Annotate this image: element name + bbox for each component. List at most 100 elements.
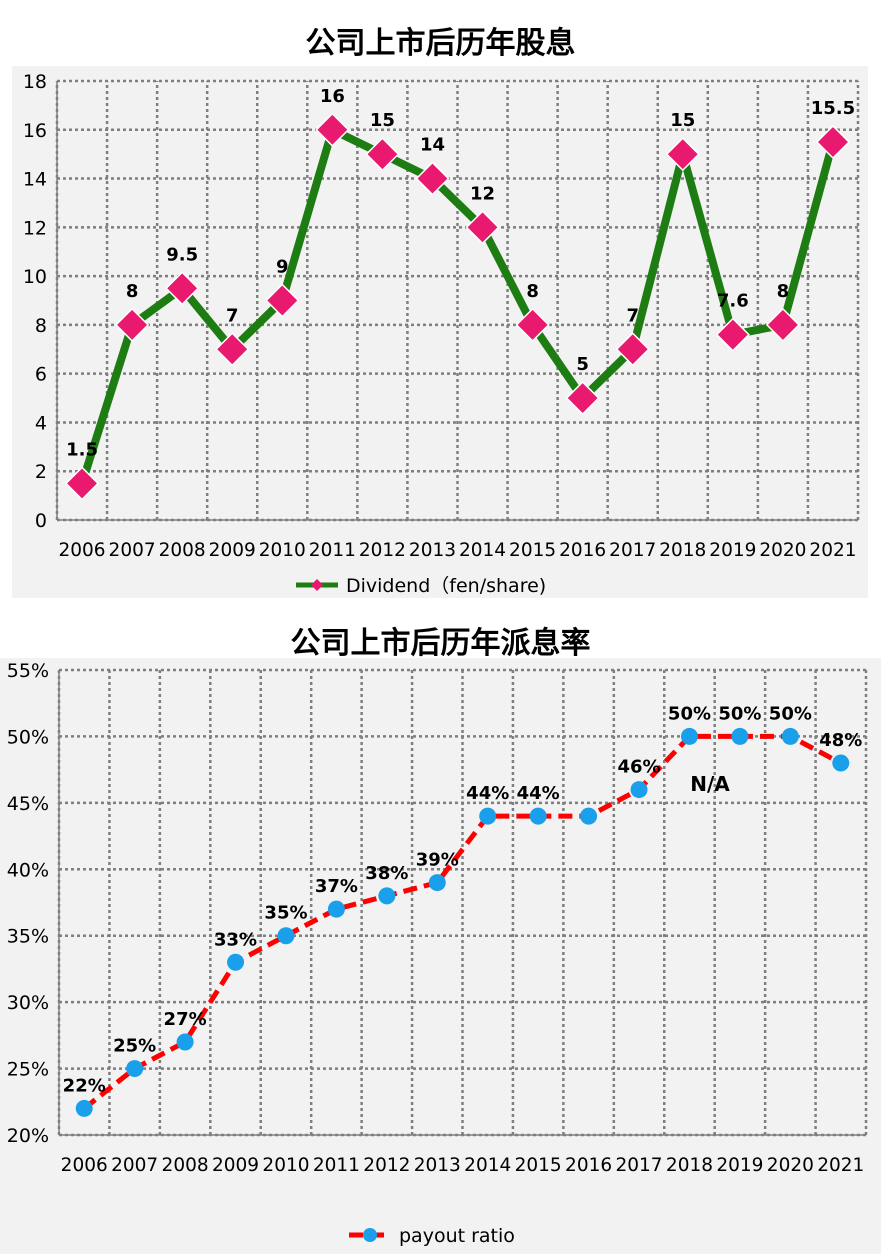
x-tick-label: 2011: [313, 1155, 360, 1176]
data-point-marker: [715, 317, 750, 352]
data-label: 35%: [264, 903, 307, 924]
data-label: 38%: [365, 863, 408, 884]
data-point-marker: [765, 307, 800, 342]
x-tick-label: 2011: [309, 540, 356, 561]
x-tick-label: 2021: [809, 540, 856, 561]
data-label: 14: [420, 135, 445, 156]
series-line: [78, 125, 837, 485]
y-tick-label: 30%: [7, 992, 49, 1014]
x-tick-label: 2017: [615, 1155, 662, 1176]
payout-ratio-chart: 20% 25% 30% 35% 40% 45% 50% 55% 2006 2007 2008 2009…: [0, 658, 881, 1254]
data-label: 16: [320, 86, 345, 107]
x-tick-label: 2016: [559, 540, 606, 561]
legend-label: Dividend（fen/share): [346, 575, 546, 597]
chart-title-payout-ratio: 公司上市后历年派息率: [290, 626, 591, 661]
chart-title-dividend: 公司上市后历年股息: [305, 26, 576, 61]
y-tick-label: 25%: [7, 1059, 49, 1081]
y-tick-label: 12: [23, 217, 47, 239]
y-tick-label: 2: [35, 461, 47, 483]
x-tick-label: 2014: [464, 1155, 511, 1176]
data-label: 33%: [214, 929, 257, 950]
x-tick-label: 2012: [359, 540, 406, 561]
data-point-marker: [378, 887, 396, 905]
data-point-marker: [815, 124, 851, 160]
annotation-text: N/A: [690, 772, 730, 796]
x-tick-label: 2020: [759, 540, 806, 561]
y-tick-label: 0: [35, 510, 47, 532]
data-point-marker: [126, 1060, 144, 1078]
data-point-marker: [781, 727, 799, 745]
data-label: 8: [126, 281, 139, 302]
data-label: 50%: [769, 703, 812, 724]
data-label: 44%: [466, 783, 509, 804]
data-label: 27%: [164, 1009, 207, 1030]
data-label: 8: [777, 281, 790, 302]
data-point-marker: [529, 807, 547, 825]
data-point-marker: [515, 307, 550, 342]
data-label: 7: [626, 305, 639, 326]
x-tick-label: 2013: [414, 1155, 461, 1176]
x-tick-label: 2020: [767, 1155, 814, 1176]
chart-background: [0, 658, 881, 1254]
data-point-marker: [415, 161, 450, 196]
y-tick-label: 55%: [7, 660, 49, 682]
data-label: 7: [226, 305, 239, 326]
data-point-marker: [327, 900, 345, 918]
y-tick-label: 50%: [7, 726, 49, 748]
data-point-marker: [428, 874, 446, 892]
data-label: 44%: [517, 783, 560, 804]
y-tick-label: 4: [35, 412, 47, 434]
y-tick-label: 16: [23, 120, 47, 142]
data-point-marker: [365, 137, 400, 172]
x-tick-label: 2015: [509, 540, 556, 561]
data-label: 46%: [617, 757, 660, 778]
data-point-marker: [615, 332, 650, 367]
data-point-marker: [265, 283, 300, 318]
x-tick-label: 2006: [58, 540, 105, 561]
data-point-marker: [227, 953, 245, 971]
data-point-marker: [165, 271, 200, 306]
data-point-marker: [731, 727, 749, 745]
x-tick-label: 2006: [61, 1155, 108, 1176]
y-tick-label: 8: [35, 315, 47, 337]
y-tick-label: 10: [23, 266, 47, 288]
x-tick-label: 2013: [409, 540, 456, 561]
y-tick-label: 35%: [7, 926, 49, 948]
data-label: 25%: [113, 1036, 156, 1057]
data-label: 48%: [819, 730, 862, 751]
data-label: 15: [670, 110, 695, 131]
x-tick-label: 2016: [565, 1155, 612, 1176]
y-tick-label: 40%: [7, 859, 49, 881]
y-tick-label: 45%: [7, 793, 49, 815]
data-label: 7.6: [717, 291, 749, 312]
legend-label: payout ratio: [399, 1225, 515, 1247]
x-tick-label: 2009: [212, 1155, 259, 1176]
data-point-marker: [580, 807, 598, 825]
data-point-marker: [64, 466, 100, 501]
x-tick-label: 2018: [659, 540, 706, 561]
x-tick-label: 2007: [109, 540, 156, 561]
data-label: 15: [370, 110, 395, 131]
data-label: 50%: [668, 703, 711, 724]
data-point-marker: [630, 781, 648, 799]
x-tick-label: 2012: [363, 1155, 410, 1176]
data-point-marker: [115, 307, 150, 342]
x-tick-label: 2008: [162, 1155, 209, 1176]
data-label: 37%: [315, 876, 358, 897]
series-line: [82, 733, 842, 1111]
data-point-marker: [665, 137, 700, 172]
x-tick-label: 2019: [716, 1155, 763, 1176]
x-tick-label: 2010: [262, 1155, 309, 1176]
x-tick-label: 2017: [609, 540, 656, 561]
x-tick-label: 2018: [666, 1155, 713, 1176]
data-label: 39%: [416, 850, 459, 871]
x-tick-label: 2014: [459, 540, 506, 561]
x-tick-label: 2010: [259, 540, 306, 561]
data-point-marker: [565, 380, 600, 416]
y-tick-label: 18: [23, 71, 47, 93]
data-label: 15.5: [811, 98, 855, 119]
data-point-marker: [277, 927, 295, 945]
data-point-marker: [465, 210, 500, 245]
legend-marker-swatch: [311, 579, 323, 591]
